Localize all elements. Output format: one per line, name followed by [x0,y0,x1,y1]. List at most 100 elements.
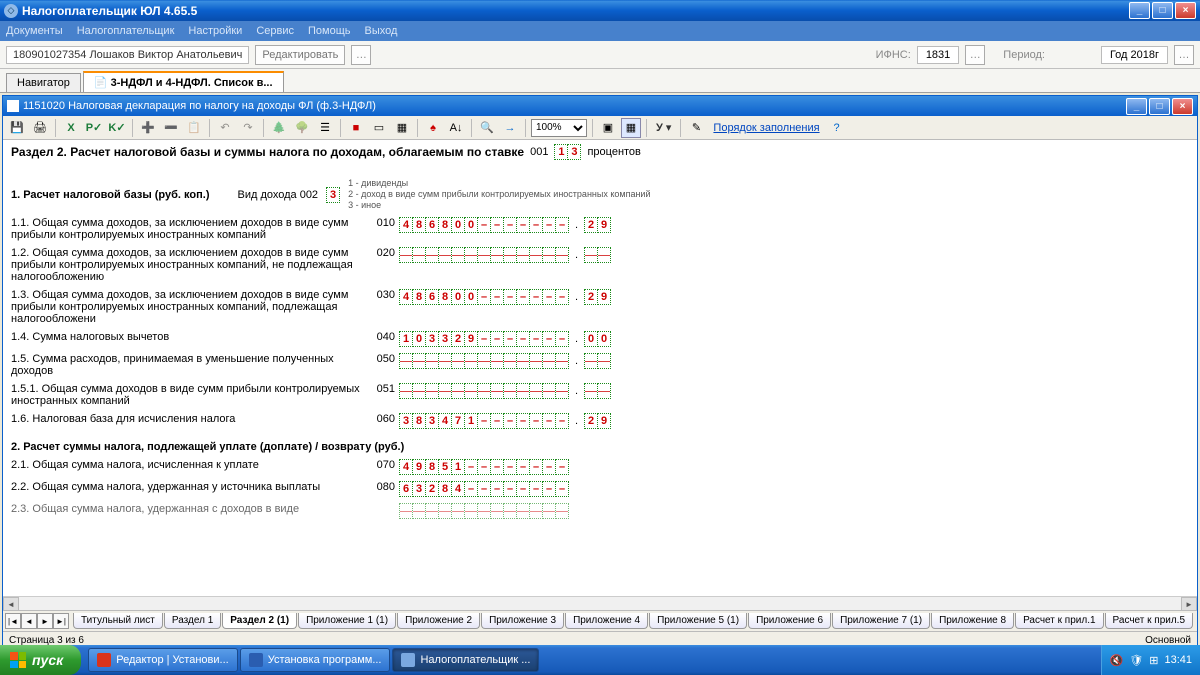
close-button[interactable]: × [1175,2,1196,19]
sort2-icon[interactable]: A↓ [446,118,466,138]
page-tab[interactable]: Расчет к прил.5 [1105,613,1193,629]
tree-icon[interactable]: 🌲 [269,118,289,138]
value-cells[interactable] [399,247,569,263]
menu-item[interactable]: Выход [365,25,398,37]
copy-icon[interactable]: 📋 [184,118,204,138]
tree2-icon[interactable]: 🌳 [292,118,312,138]
add-icon[interactable]: ➕ [138,118,158,138]
value-cells[interactable]: 29 [584,217,611,233]
value-cells[interactable]: 486800––––––– [399,217,569,233]
stop-icon[interactable]: ■ [346,118,366,138]
value-cells[interactable]: 00 [584,331,611,347]
value-cells[interactable]: 29 [584,413,611,429]
search-icon[interactable]: 🔍 [477,118,497,138]
start-button[interactable]: пуск [0,645,81,675]
tray-icon[interactable]: 🔇 [1110,654,1124,667]
field-label: 1.2. Общая сумма доходов, за исключением… [11,247,369,283]
menu-item[interactable]: Документы [6,25,63,37]
tab-last-icon[interactable]: ►| [53,613,69,629]
field-code: 050 [369,353,399,365]
wand-icon[interactable]: ✎ [686,118,706,138]
windows-logo-icon [10,652,26,668]
value-cells[interactable]: 63284–––––––– [399,481,569,497]
tab-prev-icon[interactable]: ◄ [21,613,37,629]
page-tab[interactable]: Раздел 1 [164,613,221,629]
page-tab[interactable]: Приложение 7 (1) [832,613,930,629]
income-legend: 1 - дивиденды 2 - доход в виде сумм приб… [348,178,650,211]
value-cells[interactable] [584,247,611,263]
doc-maximize-button[interactable]: □ [1149,98,1170,115]
income-type-cell[interactable]: 3 [326,187,340,203]
page-tab[interactable]: Приложение 6 [748,613,831,629]
field-row: 1.1. Общая сумма доходов, за исключением… [11,217,1189,241]
value-cells[interactable]: 49851–––––––– [399,459,569,475]
tab-next-icon[interactable]: ► [37,613,53,629]
undo-icon[interactable]: ↶ [215,118,235,138]
rate-cells[interactable]: 13 [554,144,581,160]
taskbar-task[interactable]: Налогоплательщик ... [392,648,539,672]
nav-tab-navigator[interactable]: Навигатор [6,73,81,92]
page-tab[interactable]: Расчет к прил.1 [1015,613,1103,629]
menu-item[interactable]: Сервис [256,25,294,37]
taskbar-task[interactable]: Редактор | Установи... [88,648,237,672]
menu-item[interactable]: Налогоплательщик [77,25,175,37]
zoom-select[interactable]: 100% [531,119,587,137]
u-label: У ▾ [652,121,675,134]
view1-icon[interactable]: ▣ [598,118,618,138]
period-browse[interactable]: … [1174,45,1194,65]
value-cells[interactable] [584,353,611,369]
list-icon[interactable]: ☰ [315,118,335,138]
print-icon[interactable]: 🖨 [30,118,50,138]
page-tab[interactable]: Приложение 5 (1) [649,613,747,629]
fill-order-link[interactable]: Порядок заполнения [713,122,819,134]
sort-icon[interactable]: ♠ [423,118,443,138]
tray-icon[interactable]: 🛡 [1129,654,1143,667]
page-tab[interactable]: Раздел 2 (1) [222,613,297,629]
page-tab[interactable]: Приложение 3 [481,613,564,629]
value-cells[interactable]: 486800––––––– [399,289,569,305]
nav-tab-ndfl[interactable]: 📄 3-НДФЛ и 4-НДФЛ. Список в... [83,71,284,92]
minimize-button[interactable]: _ [1129,2,1150,19]
remove-icon[interactable]: ➖ [161,118,181,138]
page-tab[interactable]: Приложение 1 (1) [298,613,396,629]
h-scrollbar[interactable]: ◄ ► [3,596,1197,610]
excel-icon[interactable]: X [61,118,81,138]
section-heading: Раздел 2. Расчет налоговой базы и суммы … [11,145,524,159]
value-cells[interactable] [399,353,569,369]
ifns-browse[interactable]: … [965,45,985,65]
page-tab[interactable]: Титульный лист [73,613,163,629]
field-row: 2.1. Общая сумма налога, исчисленная к у… [11,459,1189,475]
doc-close-button[interactable]: × [1172,98,1193,115]
save-icon[interactable]: 💾 [7,118,27,138]
menu-item[interactable]: Помощь [308,25,351,37]
next-icon[interactable]: → [500,118,520,138]
tray-icon[interactable]: ⊞ [1149,654,1158,667]
grid-icon[interactable]: ▦ [392,118,412,138]
page-tab[interactable]: Приложение 4 [565,613,648,629]
value-cells[interactable]: 383471––––––– [399,413,569,429]
page-tab[interactable]: Приложение 2 [397,613,480,629]
doc-minimize-button[interactable]: _ [1126,98,1147,115]
page-tab[interactable]: Приложение 8 [931,613,1014,629]
page-tabs: Титульный листРаздел 1Раздел 2 (1)Прилож… [73,613,1194,629]
value-cells[interactable] [584,383,611,399]
app-icon: ◇ [4,4,18,18]
rect-icon[interactable]: ▭ [369,118,389,138]
maximize-button[interactable]: □ [1152,2,1173,19]
redo-icon[interactable]: ↷ [238,118,258,138]
help-icon[interactable]: ? [827,118,847,138]
menu-item[interactable]: Настройки [188,25,242,37]
view2-icon[interactable]: ▦ [621,118,641,138]
scroll-right-icon[interactable]: ► [1181,597,1197,611]
value-cells[interactable]: 103329––––––– [399,331,569,347]
value-cells[interactable] [399,383,569,399]
tab-first-icon[interactable]: |◄ [5,613,21,629]
check-p-icon[interactable]: P✓ [84,118,104,138]
value-cells[interactable] [399,503,569,519]
scroll-left-icon[interactable]: ◄ [3,597,19,611]
browse-button[interactable]: … [351,45,371,65]
value-cells[interactable]: 29 [584,289,611,305]
edit-input[interactable] [255,45,345,65]
taskbar-task[interactable]: Установка программ... [240,648,391,672]
check-k-icon[interactable]: K✓ [107,118,127,138]
